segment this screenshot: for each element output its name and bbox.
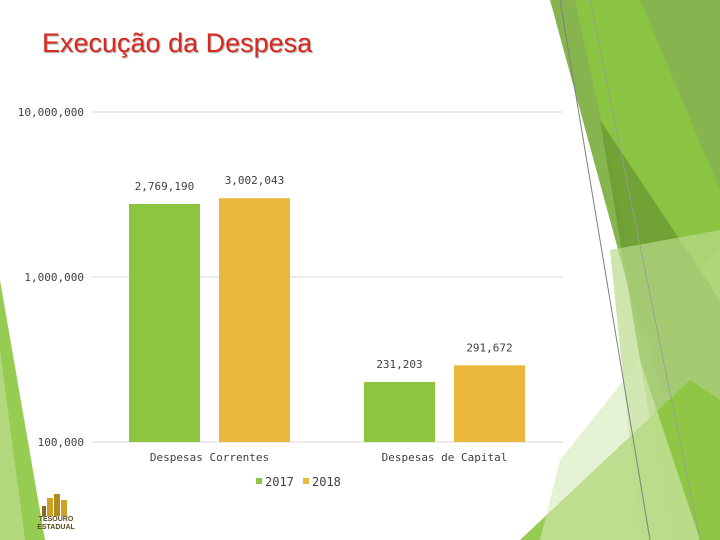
logo-line-2: ESTADUAL: [37, 524, 75, 531]
tesouro-estadual-logo: [42, 494, 67, 516]
x-tick-label: Despesas de Capital: [382, 451, 508, 464]
bar-2018: [219, 198, 290, 442]
legend-label: 2018: [312, 475, 341, 489]
thin-line-2: [589, 0, 701, 540]
thin-line-1: [559, 0, 651, 540]
bar-2017: [129, 204, 200, 442]
y-tick-label: 10,000,000: [18, 106, 84, 119]
logo-line-1: TESOURO: [38, 516, 74, 523]
legend-swatch-2018: [303, 478, 309, 484]
left-green-triangle-light: [0, 350, 25, 540]
logo-text: TESOURO ESTADUAL: [30, 516, 82, 532]
legend-swatch-2017: [256, 478, 262, 484]
data-label: 291,672: [466, 341, 512, 354]
slide-title: Execução da Despesa: [42, 28, 313, 58]
x-tick-label: Despesas Correntes: [150, 451, 269, 464]
data-label: 2,769,190: [135, 180, 195, 193]
bar-2018: [454, 365, 525, 442]
y-tick-label: 1,000,000: [24, 271, 84, 284]
data-label: 3,002,043: [225, 174, 285, 187]
green-facet-pale: [540, 360, 700, 540]
bar-2017: [364, 381, 435, 442]
y-tick-label: 100,000: [38, 436, 84, 449]
data-label: 231,203: [376, 358, 422, 371]
legend-label: 2017: [265, 475, 294, 489]
